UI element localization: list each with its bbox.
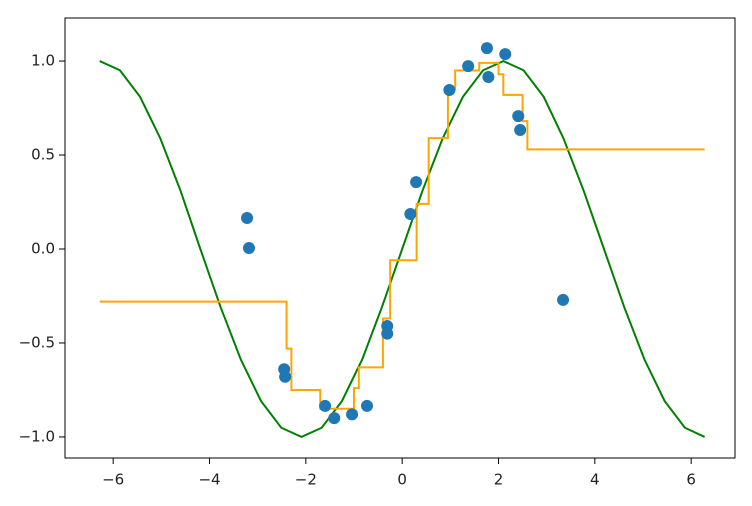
x-tick-label: −2 (295, 471, 317, 489)
point (241, 211, 254, 224)
x-tick-label: −6 (102, 471, 124, 489)
y-tick-label: 0.5 (31, 146, 55, 164)
plot-frame (64, 17, 736, 459)
x-tick-label: 4 (590, 471, 600, 489)
x-tick-label: 0 (397, 471, 407, 489)
y-tick-label: −0.5 (19, 333, 55, 351)
step-line (99, 61, 705, 410)
point (346, 408, 359, 421)
y-tick-label: −1.0 (19, 427, 55, 445)
point (319, 399, 332, 412)
x-tick-label: 6 (686, 471, 696, 489)
point (381, 327, 394, 340)
point (361, 399, 374, 412)
point (404, 208, 417, 221)
y-tick-label: 0.0 (31, 239, 55, 257)
point (482, 71, 495, 84)
point (512, 110, 525, 123)
point (328, 412, 341, 425)
point (410, 176, 423, 189)
point (514, 124, 527, 137)
point (443, 83, 456, 96)
point (462, 60, 475, 73)
point (279, 370, 292, 383)
point (557, 293, 570, 306)
curve (99, 59, 706, 439)
x-tick-label: −4 (198, 471, 220, 489)
x-tick-label: 2 (494, 471, 504, 489)
point (242, 242, 255, 255)
point (480, 42, 493, 55)
point (499, 48, 512, 61)
y-tick-label: 1.0 (31, 52, 55, 70)
